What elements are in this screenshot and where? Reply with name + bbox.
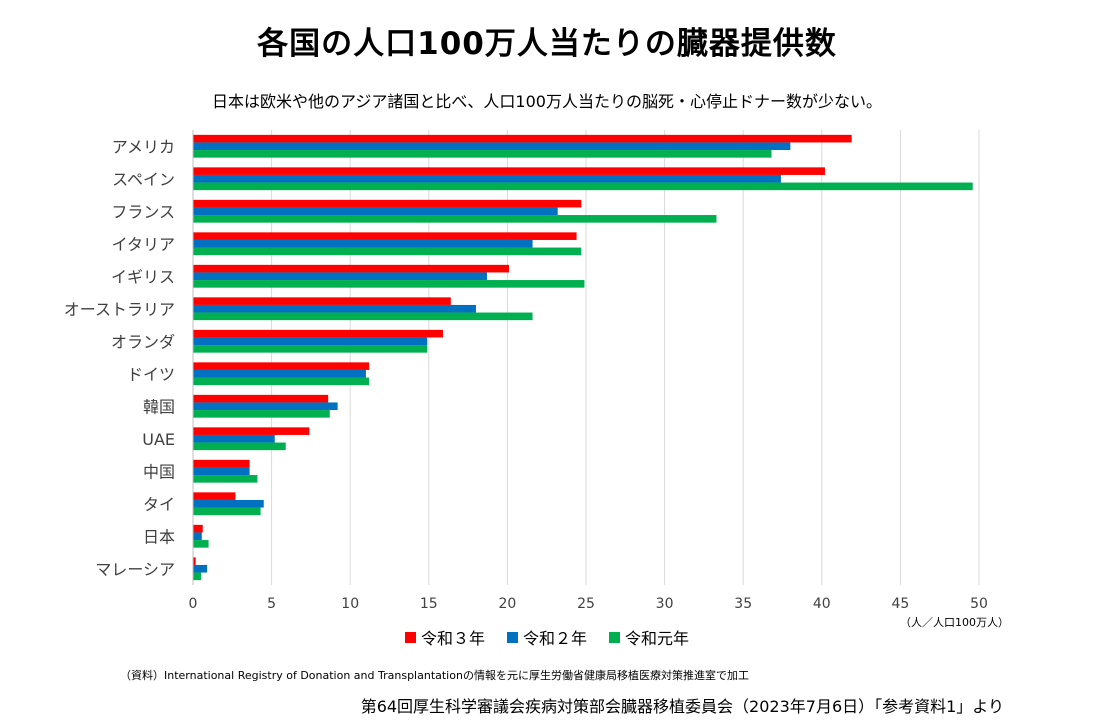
x-tick-label-0: 0 — [189, 596, 198, 612]
bar-6-2 — [193, 345, 428, 353]
x-tick-label-5: 25 — [577, 596, 595, 612]
bar-1-1 — [193, 174, 781, 183]
bar-3-2 — [193, 247, 582, 256]
bar-12-1 — [193, 532, 202, 541]
legend: 令和３年 令和２年 令和元年 — [0, 625, 1094, 649]
bar-8-1 — [193, 402, 338, 411]
x-tick-label-9: 45 — [891, 596, 909, 612]
bar-11-1 — [193, 499, 264, 508]
chart-title: 各国の人口100万人当たりの臓器提供数 — [257, 26, 837, 62]
x-tick-label-7: 35 — [734, 596, 752, 612]
data-source-note: （資料）International Registry of Donation a… — [120, 669, 749, 682]
legend-label-1: 令和２年 — [522, 629, 587, 648]
category-label-7: ドイツ — [127, 365, 175, 384]
bar-5-2 — [193, 312, 533, 321]
bar-2-2 — [193, 215, 717, 223]
legend-item-series-0: 令和３年 — [404, 625, 485, 649]
category-label-9: UAE — [142, 430, 175, 449]
x-tick-label-2: 10 — [341, 596, 359, 612]
chart-subtitle: 日本は欧米や他のアジア諸国と比べ、人口100万人当たりの脳死・心停止ドナー数が少… — [212, 92, 882, 111]
category-label-3: イタリア — [112, 235, 175, 254]
bar-12-0 — [193, 524, 203, 533]
source-citation: 第64回厚生科学審議会疾病対策部会臓器移植委員会（2023年7月6日）「参考資料… — [360, 697, 1004, 716]
bar-9-0 — [193, 427, 310, 435]
bar-2-0 — [193, 199, 582, 208]
bar-6-1 — [193, 337, 428, 346]
x-tick-label-10: 50 — [970, 596, 988, 612]
category-label-2: フランス — [111, 202, 175, 221]
bar-1-2 — [193, 182, 973, 191]
category-label-13: マレーシア — [95, 560, 175, 579]
category-label-4: イギリス — [111, 267, 175, 286]
bar-8-0 — [193, 394, 329, 403]
bar-10-2 — [193, 475, 258, 483]
legend-label-0: 令和３年 — [420, 629, 485, 648]
bar-0-2 — [193, 150, 772, 158]
legend-swatch-1 — [506, 631, 518, 643]
bar-7-0 — [193, 362, 370, 370]
category-label-8: 韓国 — [143, 397, 175, 416]
bar-11-0 — [193, 492, 236, 500]
legend-swatch-0 — [404, 631, 416, 643]
bar-7-2 — [193, 377, 370, 386]
bar-13-1 — [193, 564, 208, 573]
bar-0-0 — [193, 134, 852, 143]
category-label-11: タイ — [143, 495, 175, 514]
bar-2-1 — [193, 207, 558, 216]
bar-6-0 — [193, 329, 443, 338]
category-label-1: スペイン — [112, 170, 175, 189]
bar-11-2 — [193, 507, 261, 516]
bar-3-0 — [193, 232, 577, 240]
bar-1-0 — [193, 167, 825, 175]
bar-4-1 — [193, 272, 487, 281]
bar-7-1 — [193, 369, 366, 378]
x-tick-label-1: 5 — [267, 596, 276, 612]
category-label-5: オーストラリア — [64, 300, 175, 319]
bar-10-0 — [193, 459, 250, 468]
bar-10-1 — [193, 467, 250, 476]
category-label-0: アメリカ — [112, 137, 175, 156]
bar-13-0 — [193, 557, 196, 565]
legend-item-series-2: 令和元年 — [609, 625, 689, 649]
legend-label-2: 令和元年 — [625, 629, 690, 648]
x-tick-label-8: 40 — [813, 596, 831, 612]
bar-3-1 — [193, 239, 533, 248]
bar-8-2 — [193, 410, 330, 418]
legend-item-series-1: 令和２年 — [506, 625, 587, 649]
category-label-6: オランダ — [111, 332, 175, 351]
bar-4-0 — [193, 264, 509, 273]
bar-9-1 — [193, 434, 275, 443]
bar-9-2 — [193, 442, 286, 451]
x-tick-label-4: 20 — [498, 596, 516, 612]
category-label-12: 日本 — [143, 527, 175, 546]
bar-5-1 — [193, 304, 476, 313]
unit-label: （人／人口100万人） — [900, 616, 1009, 629]
x-tick-label-6: 30 — [656, 596, 674, 612]
bar-12-2 — [193, 540, 209, 548]
x-tick-label-3: 15 — [420, 596, 438, 612]
bar-13-2 — [193, 572, 202, 581]
bar-5-0 — [193, 297, 451, 305]
bar-0-1 — [193, 142, 791, 151]
bar-4-2 — [193, 280, 585, 288]
category-label-10: 中国 — [143, 462, 175, 481]
legend-swatch-2 — [609, 631, 620, 643]
